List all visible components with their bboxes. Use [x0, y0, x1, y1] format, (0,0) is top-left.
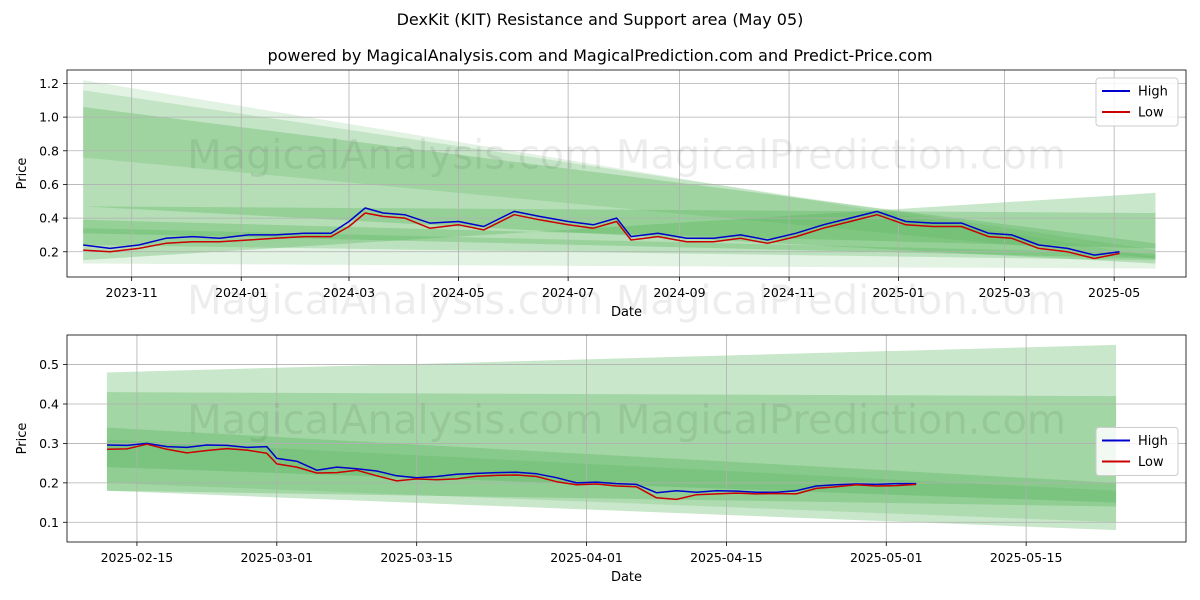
- y-tick-label: 0.6: [39, 177, 59, 192]
- band-1: [83, 80, 1156, 269]
- y-tick-label: 0.8: [39, 143, 59, 158]
- x-tick-label: 2025-05-15: [990, 550, 1063, 565]
- x-tick-label: 2024-11: [763, 285, 815, 300]
- band-2: [83, 90, 1156, 259]
- plot-frame: [66, 334, 1187, 543]
- band-6: [83, 228, 1156, 261]
- y-tick-label: 0.3: [39, 436, 59, 451]
- series-line-high: [106, 442, 917, 494]
- legend-label-low: Low: [1138, 106, 1164, 121]
- y-tick-label: 1.2: [39, 76, 59, 91]
- chart-subtitle: powered by MagicalAnalysis.com and Magic…: [267, 46, 933, 65]
- x-tick-label: 2023-11: [106, 285, 158, 300]
- x-tick-label: 2025-03-01: [240, 550, 313, 565]
- x-tick-label: 2025-02-15: [101, 550, 174, 565]
- band-5: [83, 192, 1156, 261]
- legend-label-low: Low: [1138, 455, 1164, 470]
- series-group: [83, 207, 1120, 260]
- watermark-text: MagicalAnalysis.com MagicalPrediction.co…: [187, 398, 1066, 444]
- y-tick-label: 0.2: [39, 475, 59, 490]
- x-tick-label: 2025-05: [1088, 285, 1140, 300]
- x-tick-label: 2025-03: [978, 285, 1030, 300]
- x-tick-label: 2024-01: [215, 285, 267, 300]
- legend-label-high: High: [1138, 85, 1168, 100]
- x-tick-label: 2025-01: [872, 285, 924, 300]
- x-tick-label: 2025-04-01: [550, 550, 623, 565]
- legend: High Low: [1095, 427, 1179, 476]
- legend-label-high: High: [1138, 434, 1168, 449]
- x-axis-label: Date: [611, 570, 642, 585]
- x-tick-label: 2024-03: [323, 285, 375, 300]
- plot-frame: [66, 69, 1187, 278]
- y-tick-label: 0.4: [39, 211, 59, 226]
- x-tick-label: 2024-05: [432, 285, 484, 300]
- y-tick-label: 0.2: [39, 244, 59, 259]
- watermark-text: MagicalAnalysis.com MagicalPrediction.co…: [187, 133, 1066, 179]
- x-tick-label: 2024-09: [653, 285, 705, 300]
- x-tick-label: 2025-05-01: [850, 550, 923, 565]
- series-line-low: [83, 212, 1120, 260]
- y-tick-label: 0.4: [39, 397, 59, 412]
- y-axis-label: Price: [15, 158, 30, 190]
- series-line-low: [106, 443, 917, 501]
- x-axis-label: Date: [611, 305, 642, 320]
- series-line-high: [83, 207, 1120, 256]
- series-group: [106, 442, 917, 501]
- y-tick-label: 1.0: [39, 110, 59, 125]
- chart-title: DexKit (KIT) Resistance and Support area…: [396, 10, 804, 29]
- band-group: [83, 80, 1156, 269]
- watermark-text: MagicalAnalysis.com MagicalPrediction.co…: [187, 278, 1066, 324]
- y-axis-label: Price: [15, 423, 30, 455]
- chart-panel-1: 2023-11 2024-01 2024-03 2024-05 2024-07 2024-…: [15, 69, 1187, 324]
- band-4: [106, 439, 1117, 523]
- band-3: [83, 107, 1156, 264]
- chart-panel-2: 2025-02-15 2025-03-01 2025-03-15 2025-04-01…: [15, 334, 1187, 585]
- y-tick-label: 0.1: [39, 515, 59, 530]
- y-tick-label: 0.5: [39, 357, 59, 372]
- x-tick-label: 2025-04-15: [690, 550, 763, 565]
- x-tick-label: 2024-07: [542, 285, 594, 300]
- band-2: [106, 392, 1117, 507]
- x-tick-label: 2025-03-15: [380, 550, 453, 565]
- legend: High Low: [1095, 77, 1179, 127]
